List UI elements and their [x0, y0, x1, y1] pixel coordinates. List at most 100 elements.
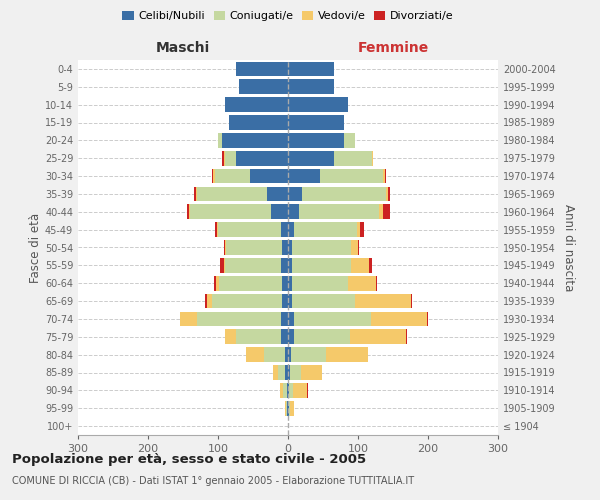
- Bar: [288, 401, 289, 415]
- Bar: [225, 151, 235, 166]
- Bar: [376, 276, 377, 290]
- Legend: Celibi/Nubili, Coniugati/e, Vedovi/e, Divorziati/e: Celibi/Nubili, Coniugati/e, Vedovi/e, Di…: [119, 8, 457, 24]
- Bar: [235, 62, 288, 76]
- Bar: [288, 98, 347, 112]
- Bar: [283, 383, 287, 398]
- Bar: [215, 222, 217, 237]
- Bar: [224, 240, 225, 255]
- Bar: [286, 401, 287, 415]
- Bar: [218, 133, 221, 148]
- Bar: [284, 348, 288, 362]
- Bar: [207, 294, 212, 308]
- Bar: [285, 365, 288, 380]
- Bar: [272, 365, 278, 380]
- Bar: [307, 383, 308, 398]
- Bar: [291, 348, 326, 362]
- Bar: [372, 151, 373, 166]
- Bar: [290, 365, 301, 380]
- Bar: [406, 330, 407, 344]
- Bar: [246, 348, 263, 362]
- Text: Maschi: Maschi: [156, 40, 210, 54]
- Bar: [288, 204, 299, 219]
- Bar: [334, 151, 372, 166]
- Bar: [278, 365, 285, 380]
- Text: Femmine: Femmine: [358, 40, 428, 54]
- Bar: [222, 151, 224, 166]
- Bar: [410, 294, 412, 308]
- Bar: [215, 276, 216, 290]
- Bar: [283, 240, 288, 255]
- Bar: [271, 204, 288, 219]
- Bar: [235, 151, 288, 166]
- Bar: [239, 80, 288, 94]
- Text: Popolazione per età, sesso e stato civile - 2005: Popolazione per età, sesso e stato civil…: [12, 452, 366, 466]
- Bar: [196, 186, 197, 201]
- Bar: [326, 348, 368, 362]
- Bar: [224, 258, 225, 272]
- Bar: [299, 204, 379, 219]
- Bar: [302, 186, 386, 201]
- Bar: [292, 294, 355, 308]
- Bar: [358, 240, 359, 255]
- Bar: [288, 294, 292, 308]
- Bar: [229, 115, 288, 130]
- Bar: [216, 276, 220, 290]
- Bar: [197, 186, 267, 201]
- Bar: [288, 186, 302, 201]
- Bar: [226, 240, 283, 255]
- Bar: [281, 312, 288, 326]
- Bar: [263, 348, 284, 362]
- Bar: [292, 276, 347, 290]
- Bar: [288, 133, 344, 148]
- Bar: [287, 401, 288, 415]
- Bar: [301, 365, 322, 380]
- Text: COMUNE DI RICCIA (CB) - Dati ISTAT 1° gennaio 2005 - Elaborazione TUTTITALIA.IT: COMUNE DI RICCIA (CB) - Dati ISTAT 1° ge…: [12, 476, 414, 486]
- Bar: [220, 276, 283, 290]
- Bar: [368, 258, 372, 272]
- Bar: [344, 133, 355, 148]
- Bar: [293, 383, 307, 398]
- Bar: [281, 258, 288, 272]
- Bar: [347, 276, 376, 290]
- Bar: [288, 240, 292, 255]
- Bar: [250, 168, 288, 184]
- Bar: [288, 330, 293, 344]
- Bar: [388, 186, 389, 201]
- Bar: [320, 168, 383, 184]
- Bar: [221, 133, 288, 148]
- Bar: [288, 115, 344, 130]
- Bar: [220, 258, 224, 272]
- Bar: [225, 258, 281, 272]
- Bar: [225, 98, 288, 112]
- Bar: [217, 222, 218, 237]
- Bar: [289, 383, 293, 398]
- Bar: [288, 80, 334, 94]
- Bar: [283, 276, 288, 290]
- Bar: [350, 330, 406, 344]
- Bar: [289, 401, 290, 415]
- Bar: [190, 204, 271, 219]
- Bar: [218, 222, 281, 237]
- Bar: [225, 330, 235, 344]
- Bar: [225, 240, 226, 255]
- Bar: [288, 62, 334, 76]
- Bar: [281, 222, 288, 237]
- Bar: [235, 330, 281, 344]
- Bar: [283, 294, 288, 308]
- Bar: [281, 330, 288, 344]
- Bar: [383, 204, 389, 219]
- Bar: [351, 240, 358, 255]
- Bar: [288, 258, 292, 272]
- Bar: [224, 151, 225, 166]
- Bar: [360, 222, 364, 237]
- Bar: [293, 222, 356, 237]
- Bar: [280, 383, 283, 398]
- Bar: [197, 312, 281, 326]
- Bar: [288, 365, 290, 380]
- Bar: [292, 240, 351, 255]
- Bar: [292, 258, 351, 272]
- Bar: [356, 222, 360, 237]
- Bar: [288, 276, 292, 290]
- Bar: [194, 186, 196, 201]
- Bar: [284, 401, 286, 415]
